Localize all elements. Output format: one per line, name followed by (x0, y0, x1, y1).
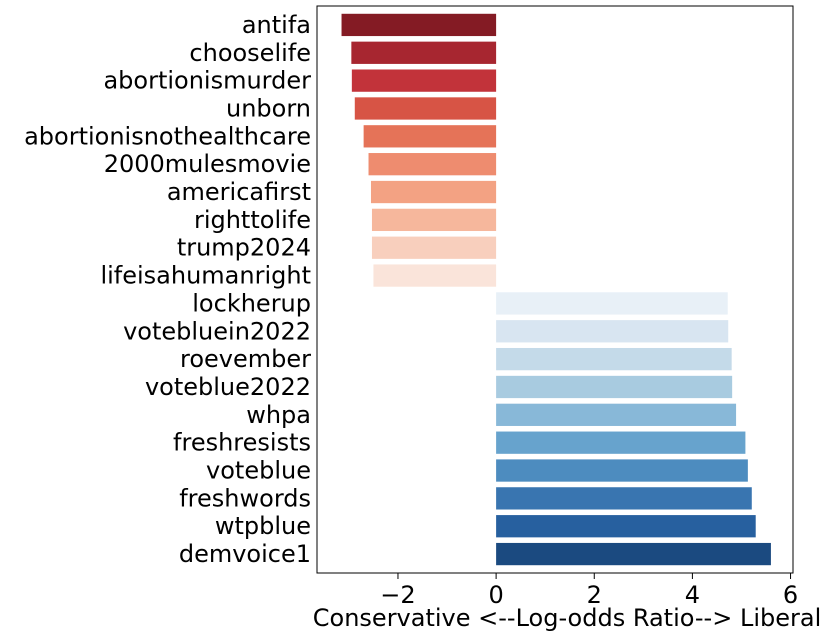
bars-group (341, 13, 771, 566)
x-tick-label: 0 (488, 581, 503, 609)
bar-americafirst (370, 180, 497, 204)
category-label-lockherup: lockherup (192, 289, 311, 317)
bar-roevember (496, 347, 732, 371)
category-label-demvoice1: demvoice1 (179, 540, 311, 568)
x-axis-ticks: −2 0 2 4 6 (380, 573, 798, 609)
bar-votebluein2022 (496, 320, 729, 343)
category-labels: antifachooselifeabortionismurderunbornab… (24, 11, 311, 568)
category-label-freshwords: freshwords (179, 484, 311, 512)
bar-wtpblue (496, 515, 756, 538)
bar-voteblue (496, 459, 748, 482)
category-label-freshresists: freshresists (173, 429, 311, 457)
bar-lifeisahumanright (373, 264, 497, 287)
category-label-2000mulesmovie: 2000mulesmovie (104, 150, 311, 178)
category-label-righttolife: righttolife (194, 206, 311, 234)
category-label-wtpblue: wtpblue (215, 512, 311, 540)
category-label-trump2024: trump2024 (177, 234, 311, 262)
bar-demvoice1 (496, 542, 771, 566)
category-label-voteblue: voteblue (206, 457, 311, 485)
category-label-chooselife: chooselife (189, 39, 311, 67)
bar-unborn (354, 97, 497, 120)
bar-freshwords (496, 487, 752, 510)
category-label-voteblue2022: voteblue2022 (145, 373, 311, 401)
category-label-antifa: antifa (242, 11, 311, 39)
bar-freshresists (496, 431, 746, 454)
bar-abortionismurder (351, 69, 497, 92)
x-tick-label: −2 (380, 581, 415, 609)
bar-voteblue2022 (496, 375, 733, 399)
category-label-abortionisnothealthcare: abortionisnothealthcare (24, 122, 311, 150)
x-axis-title: Conservative <--Log-odds Ratio--> Libera… (313, 604, 821, 632)
category-label-roevember: roevember (180, 345, 311, 373)
bar-2000mulesmovie (368, 153, 497, 176)
bar-righttolife (371, 208, 497, 232)
plot-frame (316, 5, 794, 574)
category-label-lifeisahumanright: lifeisahumanright (100, 262, 311, 290)
x-tick-label: 4 (685, 581, 700, 609)
category-label-americafirst: americafirst (167, 178, 311, 206)
x-tick-label: 2 (587, 581, 602, 609)
bar-whpa (496, 403, 737, 426)
category-label-abortionismurder: abortionismurder (103, 67, 311, 95)
x-tick-label: 6 (783, 581, 798, 609)
bar-trump2024 (371, 236, 497, 259)
bar-abortionisnothealthcare (363, 125, 497, 148)
category-label-votebluein2022: votebluein2022 (123, 317, 311, 345)
bar-antifa (341, 13, 497, 37)
bar-chooselife (351, 41, 497, 64)
category-label-whpa: whpa (246, 401, 311, 429)
category-label-unborn: unborn (226, 94, 311, 122)
bar-lockherup (496, 292, 728, 315)
